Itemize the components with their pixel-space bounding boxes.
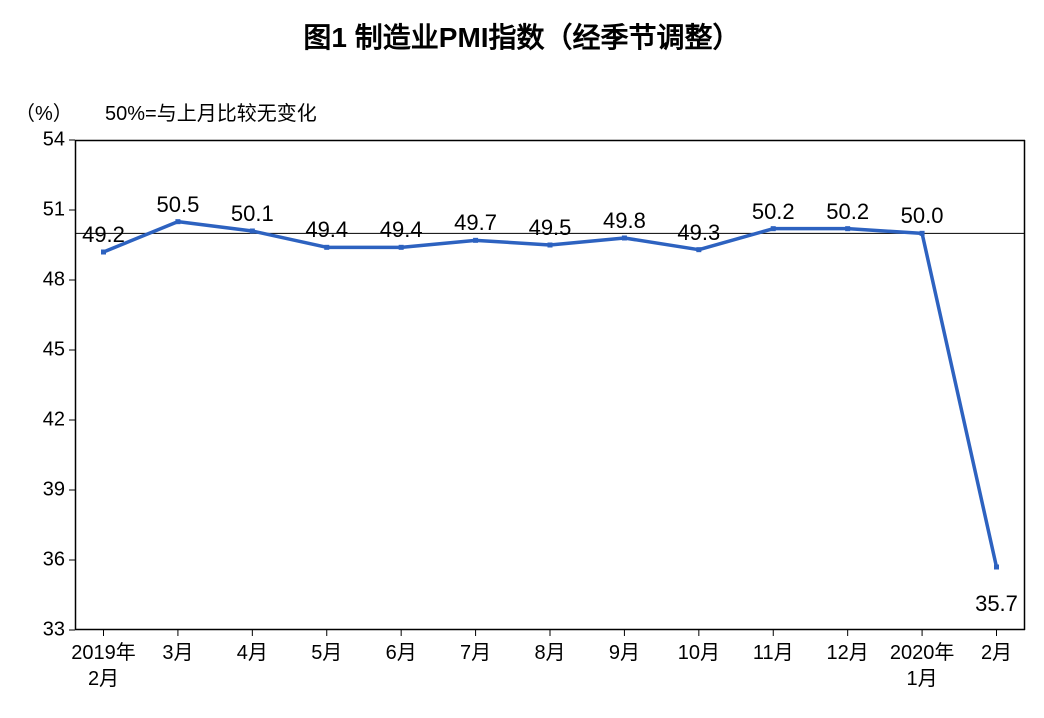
data-point-label: 50.1	[231, 201, 274, 227]
x-tick-label: 10月	[678, 640, 720, 666]
x-tick-label: 6月	[386, 640, 417, 666]
data-point-label: 49.5	[529, 215, 572, 241]
x-tick-label: 8月	[534, 640, 565, 666]
x-tick-label: 2019年 2月	[71, 640, 136, 692]
pmi-line-chart: 图1 制造业PMI指数（经季节调整） （%） 50%=与上月比较无变化 33 36…	[0, 0, 1044, 718]
chart-title: 图1 制造业PMI指数（经季节调整）	[0, 16, 1044, 56]
data-point-label: 49.8	[603, 208, 646, 234]
data-point-label: 50.2	[752, 199, 795, 225]
y-tick-label: 45	[25, 339, 65, 362]
y-tick-label: 51	[25, 199, 65, 222]
data-point-label: 50.0	[901, 203, 944, 229]
plot-svg	[75, 140, 1025, 630]
x-tick-label: 11月	[753, 640, 794, 666]
chart-subtitle: 50%=与上月比较无变化	[105, 97, 317, 126]
data-point-label: 35.7	[975, 591, 1018, 617]
y-tick-label: 39	[25, 479, 65, 502]
y-tick-label: 42	[25, 409, 65, 432]
x-tick-label: 5月	[311, 640, 342, 666]
y-axis-unit: （%）	[15, 97, 73, 126]
data-point-label: 49.4	[380, 217, 423, 243]
data-point-label: 49.7	[454, 210, 497, 236]
data-point-label: 49.4	[305, 217, 348, 243]
data-point-label: 49.2	[82, 222, 125, 248]
x-tick-label: 2月	[981, 640, 1012, 666]
y-tick-label: 36	[25, 549, 65, 572]
y-tick-label: 33	[25, 619, 65, 642]
x-tick-label: 4月	[237, 640, 268, 666]
y-tick-label: 54	[25, 129, 65, 152]
y-tick-label: 48	[25, 269, 65, 292]
data-point-label: 50.2	[826, 199, 869, 225]
x-tick-label: 12月	[827, 640, 869, 666]
data-point-label: 50.5	[156, 192, 199, 218]
x-tick-label: 9月	[609, 640, 640, 666]
x-tick-label: 2020年 1月	[890, 640, 955, 692]
x-tick-label: 3月	[162, 640, 193, 666]
data-point-label: 49.3	[677, 220, 720, 246]
x-tick-label: 7月	[460, 640, 491, 666]
